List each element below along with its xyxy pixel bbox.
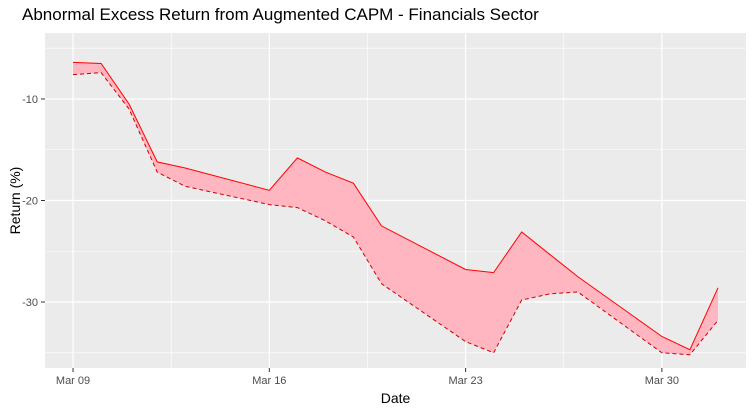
x-tick-label: Mar 30 <box>645 375 679 387</box>
chart-title: Abnormal Excess Return from Augmented CA… <box>22 5 539 24</box>
y-axis-title: Return (%) <box>7 167 23 235</box>
y-tick-label: -30 <box>22 297 38 309</box>
x-axis-title: Date <box>381 390 411 406</box>
x-tick-label: Mar 09 <box>56 375 90 387</box>
x-axis-ticks: Mar 09 Mar 16 Mar 23 Mar 30 <box>56 368 679 387</box>
return-band-area <box>73 62 718 355</box>
y-tick-label: -10 <box>22 94 38 106</box>
x-tick-label: Mar 16 <box>252 375 286 387</box>
series-line-solid <box>72 61 719 351</box>
series-line-dashed <box>72 72 719 356</box>
y-tick-label: -20 <box>22 196 38 208</box>
x-tick-label: Mar 23 <box>448 375 482 387</box>
y-axis-ticks: -10 -20 -30 <box>22 94 45 309</box>
